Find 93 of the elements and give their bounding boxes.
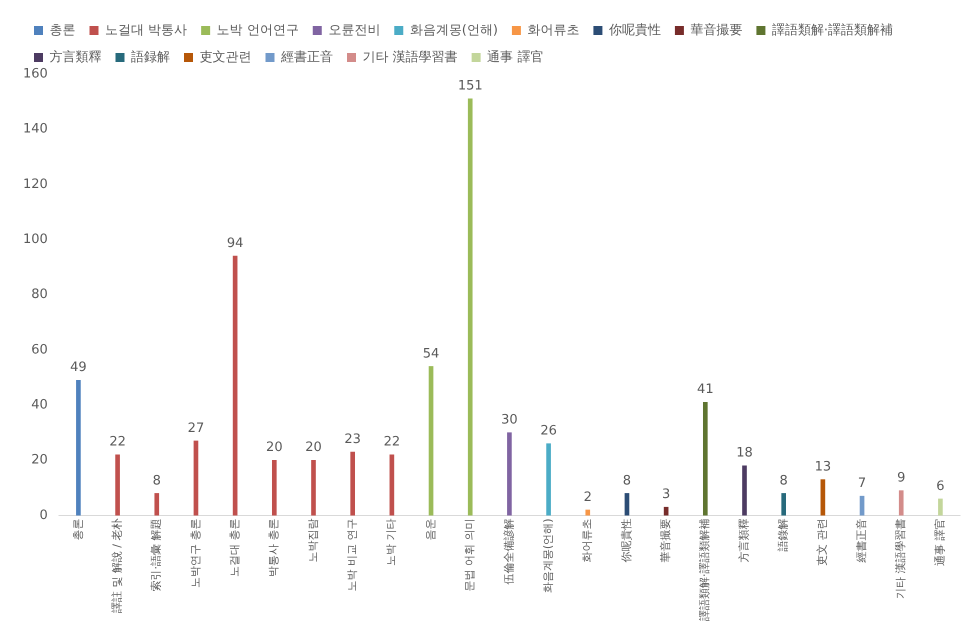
legend-label: 通事 譯官 [487, 48, 544, 65]
data-label: 94 [226, 236, 244, 251]
data-label: 27 [188, 420, 204, 436]
bar [115, 454, 120, 516]
data-label: 20 [266, 440, 283, 456]
legend-label: 譯語類解·譯語類解補 [772, 22, 894, 38]
legend-label: 吏文관련 [200, 50, 252, 65]
x-tick-label: 노걸대 총론 [228, 518, 241, 578]
y-tick-label: 0 [40, 508, 48, 523]
legend-label: 華音撮要 [690, 22, 742, 38]
legend-label: 오륜전비 [328, 22, 380, 38]
x-tick-label: 노박 비교 연구 [346, 518, 359, 592]
data-label: 151 [458, 78, 483, 94]
data-label: 41 [697, 382, 714, 398]
data-label: 20 [305, 440, 322, 456]
bar [194, 440, 198, 516]
data-label: 8 [780, 473, 788, 488]
legend-label: 노걸대 박통사 [105, 22, 188, 38]
bar [938, 498, 943, 516]
bar [232, 256, 238, 516]
x-tick-label: 華音撮要 [658, 518, 672, 563]
y-tick-label: 100 [22, 232, 48, 247]
x-tick-label: 語錄解 [776, 518, 790, 552]
bar [860, 496, 864, 516]
legend-label: 方言類釋 [50, 48, 102, 65]
data-label: 22 [384, 434, 400, 450]
data-label: 3 [662, 487, 670, 502]
x-tick-label: 기타 漢語學習書 [894, 518, 908, 600]
x-tick-label: 문법 어휘 의미 [463, 518, 476, 592]
y-tick-label: 40 [31, 398, 48, 413]
x-tick-label: 화음계몽(언해) [541, 518, 554, 594]
data-label: 6 [936, 478, 945, 494]
bar [390, 454, 394, 516]
x-tick-label: 노박집람 [306, 518, 320, 563]
x-tick-label: 伍倫全備諺解 [502, 518, 516, 585]
legend-label: 語録解 [131, 50, 170, 65]
x-tick-label: 通事 譯官 [933, 518, 946, 566]
bar [820, 479, 826, 516]
x-tick-label: 노박연구 총론 [188, 518, 202, 588]
x-tick-label: 譯註 및 解說 / 老朴 [110, 518, 124, 614]
data-label: 2 [584, 490, 592, 505]
data-label: 23 [344, 432, 361, 447]
data-label: 22 [109, 434, 126, 450]
bar [76, 380, 81, 516]
x-tick-label: 화어류초 [580, 518, 594, 563]
data-label: 49 [70, 360, 87, 376]
x-tick-label: 吏文 관련 [816, 518, 829, 566]
bar [742, 466, 747, 516]
legend-label: 你呢貴性 [608, 22, 661, 38]
bar [702, 402, 708, 516]
data-label: 18 [736, 446, 753, 461]
bar [781, 493, 786, 516]
y-tick-label: 20 [31, 452, 48, 468]
legend-label: 기타 漢語學習書 [362, 50, 458, 65]
bar [546, 443, 551, 516]
legend-label: 화음계몽(언해) [410, 22, 498, 38]
bar [664, 506, 668, 516]
bar [898, 490, 904, 516]
x-tick-label: 你呢貴性 [620, 518, 633, 563]
x-tick-label: 譯語類解·譯語類解補 [698, 518, 712, 622]
x-tick-label: 박통사 총론 [267, 518, 280, 578]
data-label: 9 [897, 470, 906, 486]
x-tick-label: 方言類釋 [737, 518, 750, 563]
data-label: 54 [422, 346, 440, 362]
bar [311, 460, 316, 516]
x-tick-label: 음운 [424, 518, 437, 541]
data-label: 30 [501, 412, 518, 428]
legend-label: 총론 [50, 22, 76, 38]
bar [507, 432, 512, 516]
y-tick-label: 140 [22, 122, 48, 137]
bar [624, 493, 630, 516]
x-tick-label: 총론 [71, 518, 84, 541]
bar [272, 460, 277, 516]
bar [154, 493, 160, 516]
data-label: 13 [814, 460, 832, 475]
data-label: 26 [540, 424, 557, 439]
bar [585, 510, 590, 516]
x-tick-label: 經書正音 [854, 518, 868, 564]
data-label: 7 [858, 476, 866, 492]
data-label: 8 [152, 473, 161, 488]
x-tick-label: 索引·語彙 解題 [150, 518, 163, 592]
y-tick-label: 120 [22, 176, 48, 192]
bar [468, 98, 473, 516]
legend-label: 화어류초 [527, 22, 580, 38]
y-tick-label: 160 [22, 66, 48, 82]
bar [350, 452, 356, 516]
legend-label: 經書正音 [280, 50, 333, 65]
y-tick-label: 80 [31, 287, 48, 302]
legend-label: 노박 언어연구 [216, 22, 299, 38]
bar [428, 366, 434, 516]
data-label: 8 [622, 473, 632, 488]
x-tick-label: 노박 기타 [384, 518, 398, 566]
y-tick-label: 60 [31, 342, 48, 358]
